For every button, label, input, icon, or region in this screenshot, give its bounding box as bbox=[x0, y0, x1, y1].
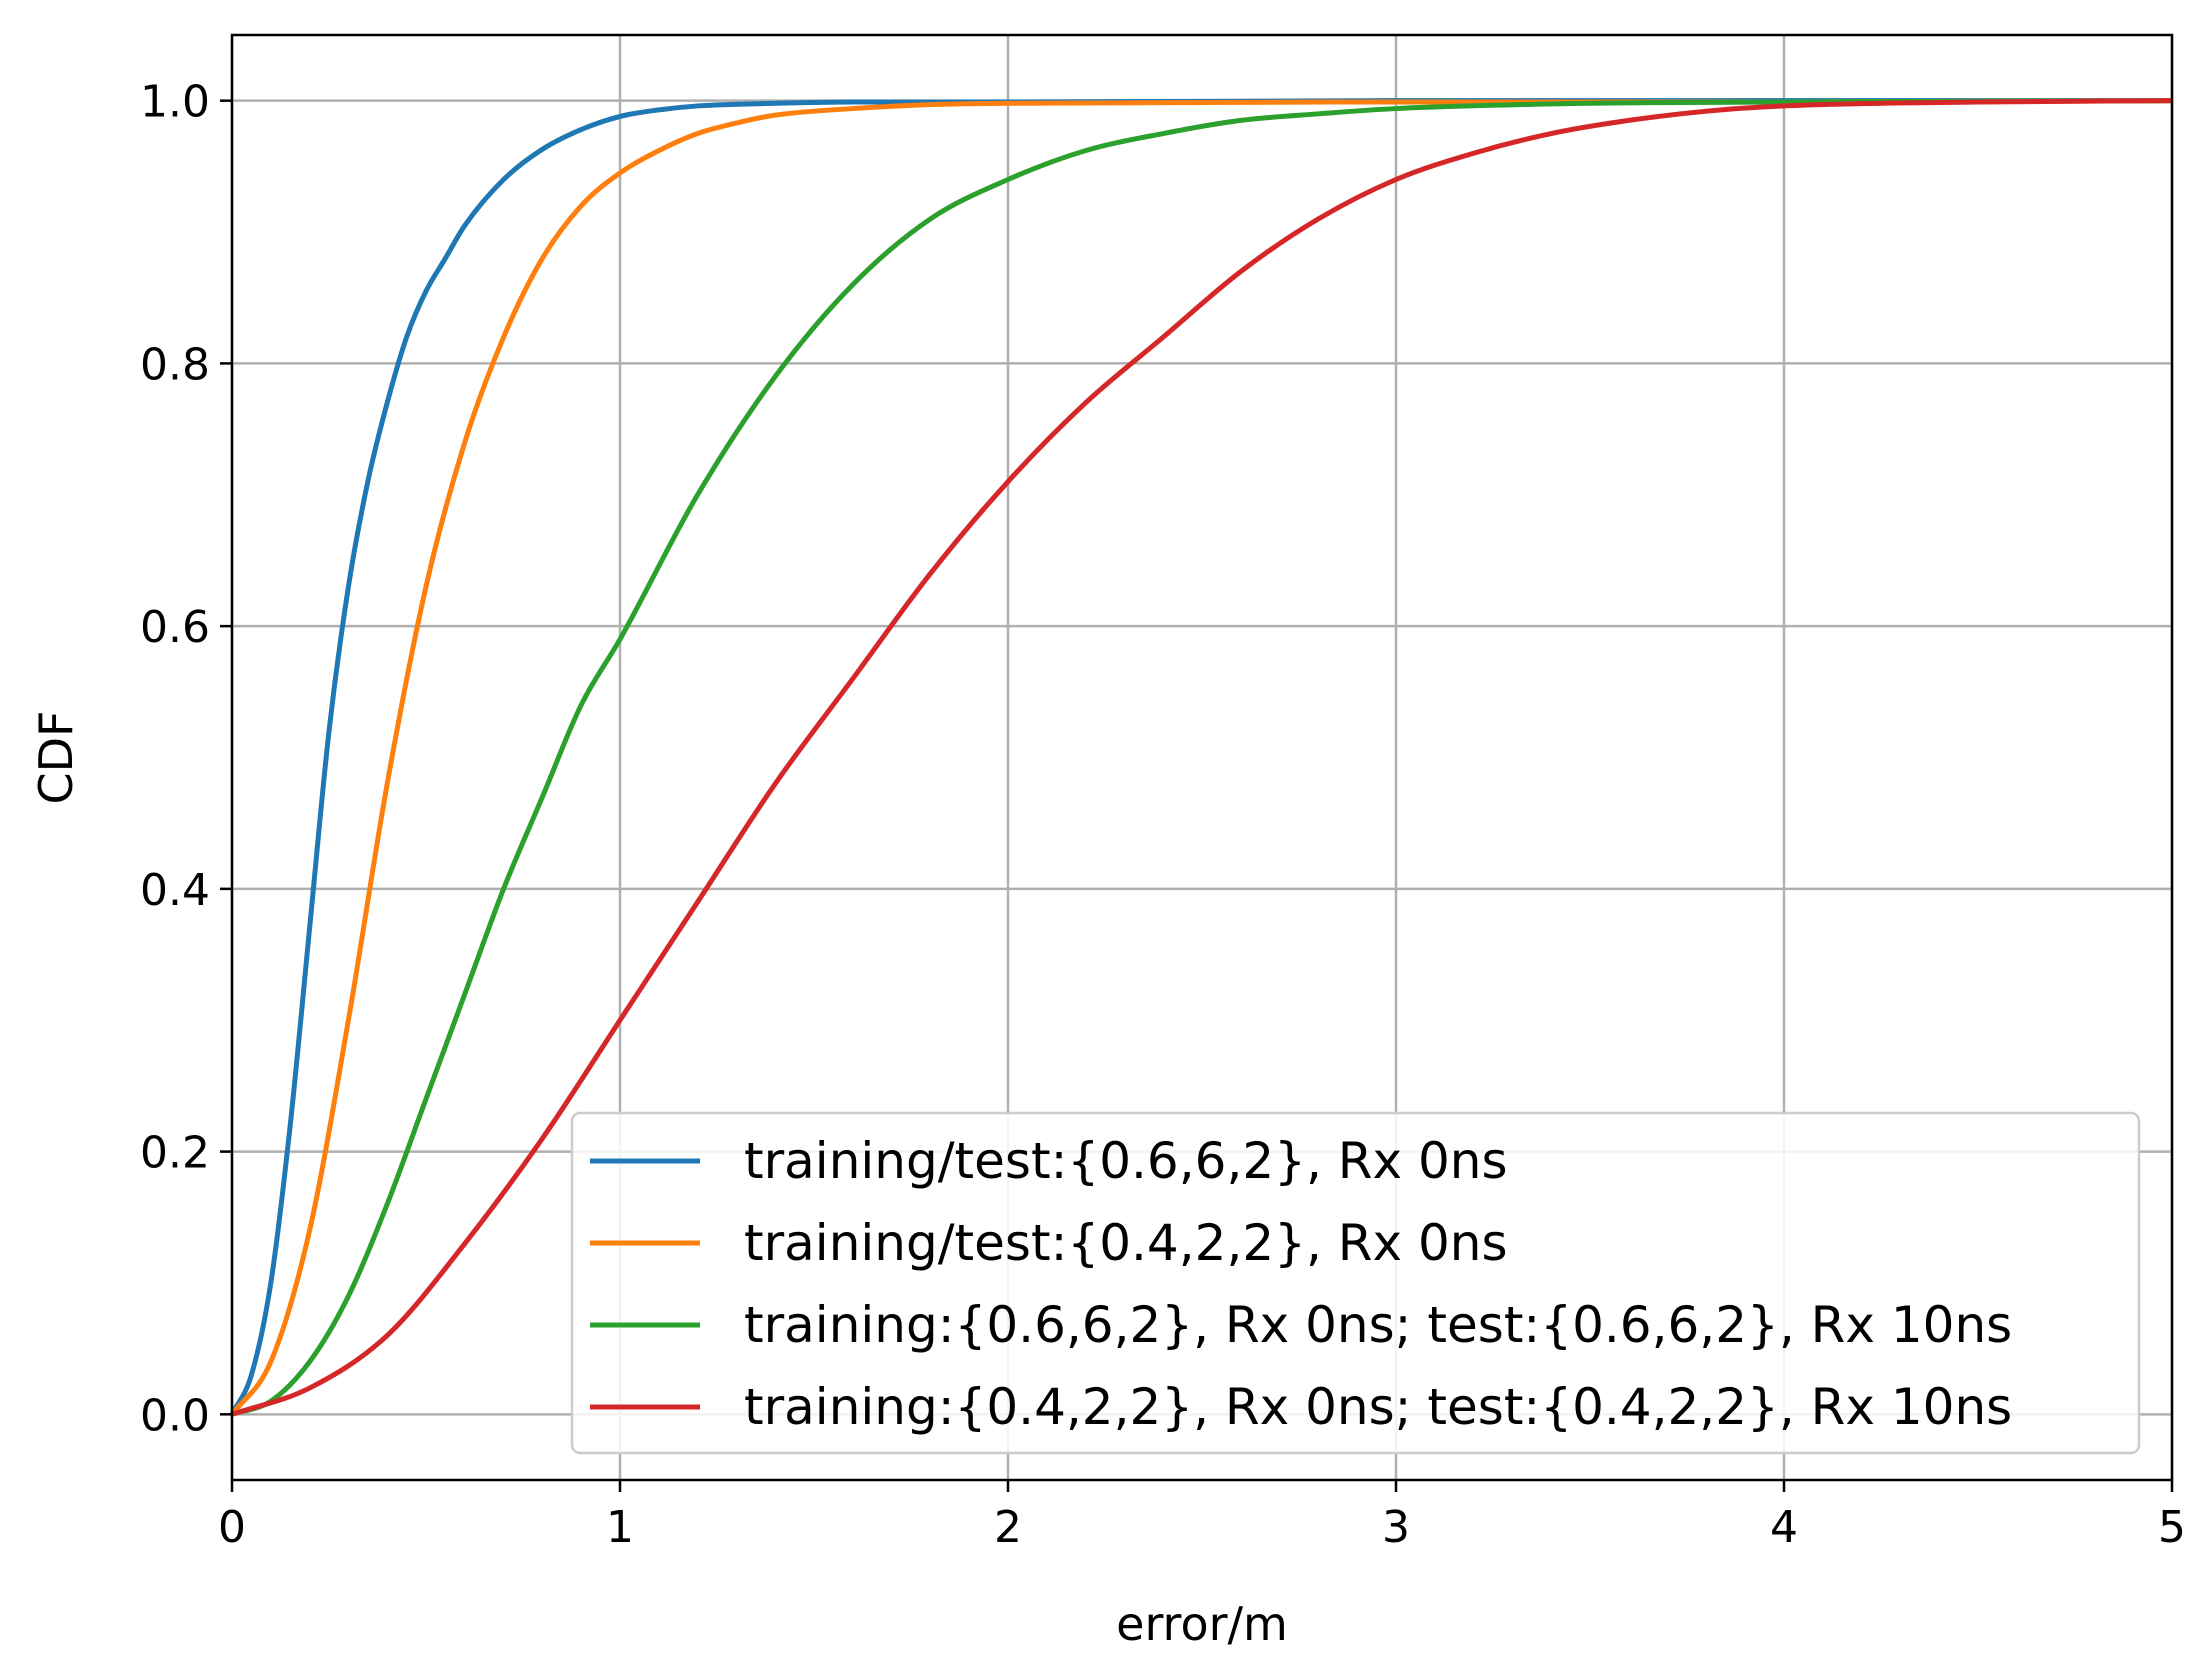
legend-entry-1: training/test:{0.6,6,2}, Rx 0ns bbox=[744, 1132, 1508, 1190]
legend-entry-4: training:{0.4,2,2}, Rx 0ns; test:{0.4,2,… bbox=[744, 1378, 2012, 1436]
x-tick-label: 4 bbox=[1770, 1502, 1798, 1553]
y-tick-label: 0.8 bbox=[140, 339, 210, 390]
y-axis: 0.0 0.2 0.4 0.6 0.8 1.0 bbox=[140, 77, 232, 1441]
legend-entry-3: training:{0.6,6,2}, Rx 0ns; test:{0.6,6,… bbox=[744, 1296, 2012, 1354]
series-line-3 bbox=[231, 98, 2173, 1417]
x-tick-label: 2 bbox=[994, 1502, 1022, 1553]
legend-box bbox=[570, 1111, 2141, 1455]
y-tick-label: 0.6 bbox=[140, 602, 210, 653]
x-tick-label: 1 bbox=[606, 1502, 634, 1553]
x-tick-label: 0 bbox=[218, 1502, 246, 1553]
y-tick-label: 1.0 bbox=[140, 77, 210, 128]
x-tick-label: 5 bbox=[2158, 1502, 2186, 1553]
legend-entry-2: training/test:{0.4,2,2}, Rx 0ns bbox=[744, 1214, 1508, 1272]
x-axis-label: error/m bbox=[1116, 1597, 1288, 1651]
plot-frame bbox=[230, 33, 2174, 1482]
x-tick-label: 3 bbox=[1382, 1502, 1410, 1553]
legend: training/test:{0.6,6,2}, Rx 0ns training/… bbox=[570, 1111, 2141, 1455]
y-tick-label: 0.4 bbox=[140, 865, 210, 916]
y-tick-label: 0.0 bbox=[140, 1390, 210, 1441]
series-line-4 bbox=[231, 98, 2173, 1417]
x-axis: 0 1 2 3 4 5 bbox=[218, 1480, 2186, 1553]
y-tick-label: 0.2 bbox=[140, 1128, 210, 1179]
y-axis-label: CDF bbox=[29, 711, 83, 805]
series-line-2 bbox=[229, 98, 2173, 1416]
plot-series bbox=[229, 98, 2173, 1417]
